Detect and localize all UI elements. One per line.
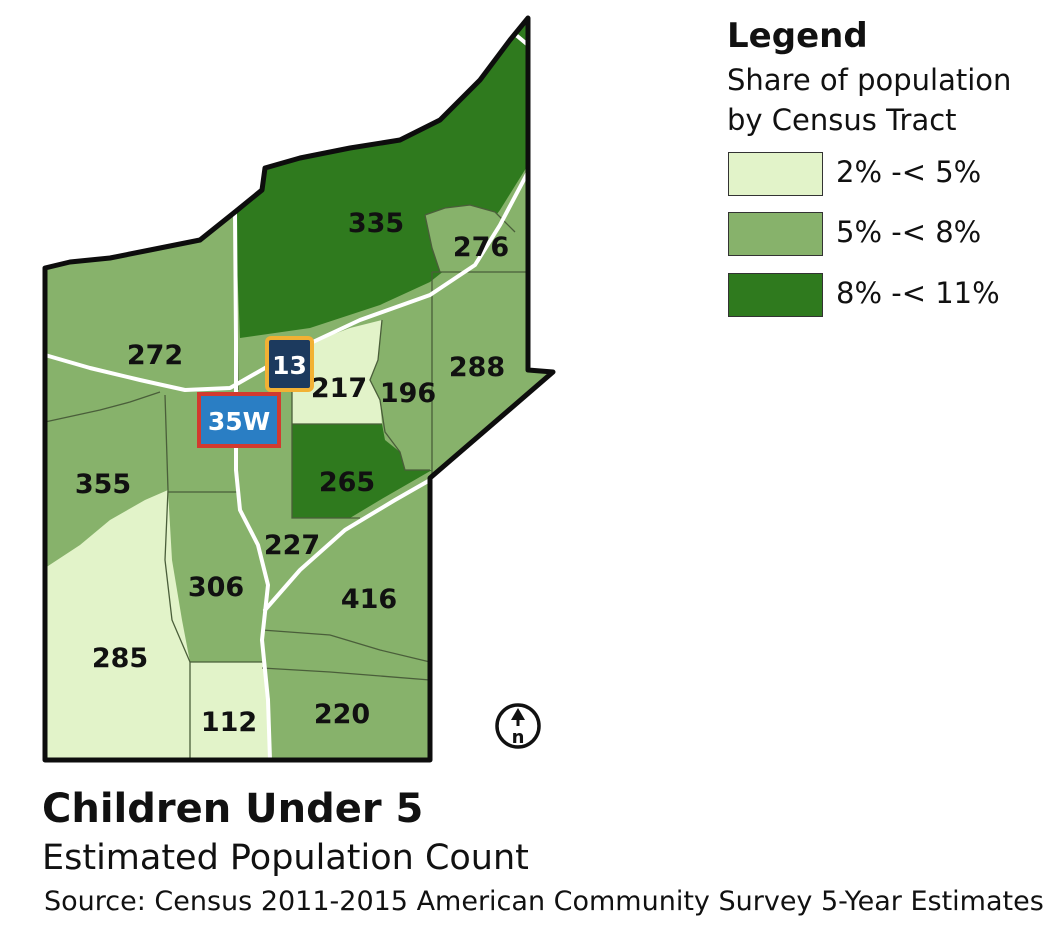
legend-title: Legend [727, 16, 868, 56]
tract-boundaries [44, 204, 528, 760]
legend-label-mid: 5% -< 8% [836, 215, 982, 249]
shield-i35w-label: 35W [208, 407, 270, 436]
road-county [263, 478, 432, 612]
tract-area-217 [292, 320, 382, 424]
road-i35w [233, 210, 272, 762]
tract-label-217: 217 [311, 373, 367, 404]
tract-label-288: 288 [449, 352, 505, 383]
tract-area-355 [45, 395, 168, 568]
shield-hwy-13-label: 13 [272, 351, 307, 380]
tract-area-285 [45, 490, 190, 760]
legend-swatch-mid [728, 212, 823, 256]
legend-item-mid: 5% -< 8% [728, 212, 1028, 258]
tract-label-416: 416 [341, 584, 397, 615]
north-arrow-icon: n [495, 703, 541, 749]
tract-label-285: 285 [92, 643, 148, 674]
legend-label-high: 8% -< 11% [836, 276, 1000, 310]
shield-i35w: 35W [197, 392, 281, 448]
tract-area-265 [292, 424, 432, 518]
tract-area-196 [370, 292, 432, 470]
tract-label-265: 265 [319, 467, 375, 498]
county-outline [42, 15, 556, 763]
legend-swatch-high [728, 273, 823, 317]
north-arrow-label: n [512, 727, 525, 748]
legend-item-high: 8% -< 11% [728, 273, 1028, 319]
legend-subtitle: Share of population by Census Tract [727, 63, 1012, 137]
tract-label-227: 227 [264, 530, 320, 561]
tract-label-272: 272 [127, 340, 183, 371]
legend-item-low: 2% -< 5% [728, 152, 1028, 198]
shield-hwy-13: 13 [265, 336, 314, 392]
map-source: Source: Census 2011-2015 American Commun… [44, 886, 1044, 917]
tract-label-220: 220 [314, 699, 370, 730]
tract-label-335: 335 [348, 208, 404, 239]
tract-label-196: 196 [380, 378, 436, 409]
tract-label-355: 355 [75, 469, 131, 500]
tract-label-112: 112 [201, 707, 257, 738]
tract-label-306: 306 [188, 572, 244, 603]
map-title: Children Under 5 [42, 786, 424, 832]
legend-label-low: 2% -< 5% [836, 155, 982, 189]
map-subtitle: Estimated Population Count [42, 838, 529, 878]
legend-swatch-low [728, 152, 823, 196]
tract-area-112 [190, 662, 270, 760]
tract-label-276: 276 [453, 232, 509, 263]
